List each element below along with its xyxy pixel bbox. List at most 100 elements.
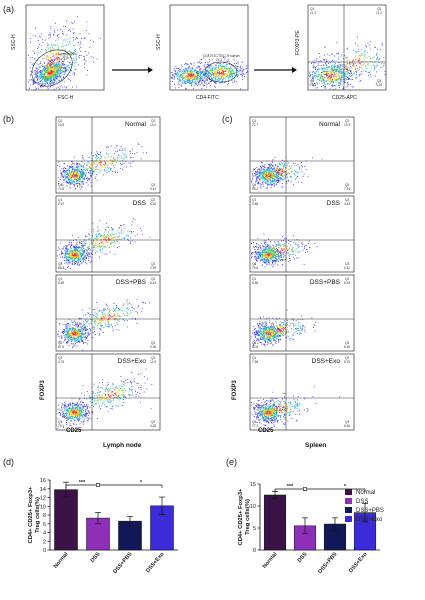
gating-plot-3: Q1 11.1 Q2 11.2 Q3 4.24 Q4 73.5 FOXP3-PE… (295, 4, 387, 101)
flow-plot-density (251, 309, 317, 347)
flow-plot-density (251, 233, 318, 268)
panel-label-d: (d) (3, 457, 14, 467)
panel-label-a: (a) (3, 4, 14, 14)
spleen-cd25-label: CD25 (258, 428, 274, 434)
category-label: DSS+PBS (112, 551, 133, 575)
lymphocyte-gate (31, 49, 73, 87)
q4-value: 79.6 (252, 266, 258, 270)
gating-plot-3-scatter (309, 36, 386, 90)
q4-label: Q4 (58, 183, 62, 187)
y-tick-label: 8 (43, 513, 46, 519)
q2-value: 4.43 (344, 202, 350, 206)
y-tick-label: 15 (250, 482, 256, 488)
panel-label-c: (c) (222, 114, 233, 124)
q2-label: Q2 (345, 356, 349, 360)
q2-label: Q2 (345, 198, 349, 202)
gating-plot-1-scatter (27, 15, 101, 90)
q3-label: Q3 (151, 341, 155, 345)
q3-label: Q3 (345, 262, 349, 266)
condition-label: Normal (125, 121, 147, 128)
q3-value: 7.24 (344, 187, 350, 191)
q2-label: Q2 (151, 277, 155, 281)
q1-value: 22.7 (252, 123, 258, 127)
y-axis-label-line2: Treg cells(%) (35, 497, 41, 533)
gate2-ylabel: SSC-H (156, 34, 162, 50)
q1-label: Q1 (58, 198, 62, 202)
condition-label: DSS+Exo (118, 358, 147, 365)
q2-label: Q2 (345, 119, 349, 123)
significance-label: *** (287, 484, 294, 490)
spleen-foxp3-label: FOXP3 (232, 380, 238, 400)
q1-label: Q1 (252, 356, 256, 360)
gate3-q3: Q3 (377, 79, 381, 83)
y-axis-label: CD4+ CD25+ Foxp3+ (238, 488, 244, 545)
flow-plot-density (57, 218, 151, 271)
q2-value: 14.0 (150, 123, 156, 127)
legend-label: DSS+Exo (356, 517, 383, 523)
q1-value: 10.8 (58, 123, 64, 127)
condition-label: DSS+PBS (310, 279, 341, 286)
q1-label: Q1 (252, 277, 256, 281)
y-tick-label: 0 (253, 548, 256, 554)
q2-value: 6.42 (150, 281, 156, 285)
lymph-cd25-label: CD25 (66, 428, 82, 434)
lymph-node-title: Lymph node (103, 442, 142, 449)
panel-label-b: (b) (3, 114, 14, 124)
significance-label: *** (79, 480, 86, 486)
q4-label: Q4 (58, 262, 62, 266)
gate3-q2-value: 11.2 (376, 11, 382, 15)
y-tick-label: 0 (43, 548, 46, 554)
q3-value: 2.99 (150, 266, 156, 270)
q4-label: Q4 (58, 341, 62, 345)
q1-label: Q1 (252, 119, 256, 123)
y-tick-label: 16 (40, 478, 46, 484)
category-label: Normal (262, 551, 279, 570)
condition-label: Normal (319, 121, 341, 128)
gate3-ylabel: FOXP3-PE (295, 30, 301, 55)
gate1-label: Lymphocytes (58, 52, 77, 56)
q3-label: Q3 (345, 183, 349, 187)
y-tick-label: 10 (40, 504, 46, 510)
q2-value: 8.75 (344, 360, 350, 364)
legend-swatch (345, 489, 352, 495)
cd4-gate (204, 61, 238, 83)
flow-plot-density (57, 142, 147, 190)
gate1-xlabel: FSC-H (58, 95, 74, 101)
q1-value: 4.76 (58, 360, 64, 364)
q2-value: 5.54 (344, 281, 350, 285)
q4-label: Q4 (252, 341, 256, 345)
q3-label: Q3 (151, 420, 155, 424)
y-tick-label: 4 (43, 531, 46, 537)
spleen-column: Q122.7Q210.9Q459.2Q37.24NormalQ19.86Q24.… (249, 116, 355, 431)
q4-label: Q4 (58, 420, 62, 424)
q1-value: 2.57 (58, 202, 64, 206)
category-label: DSS (297, 551, 309, 564)
q4-value: 88.3 (58, 266, 64, 270)
legend-label: Normal (356, 490, 375, 496)
q2-label: Q2 (151, 119, 155, 123)
gating-plot-2-scatter (171, 53, 248, 90)
category-label: DSS (90, 551, 102, 564)
y-tick-label: 12 (40, 496, 46, 502)
flow-plot-density (251, 386, 340, 430)
y-tick-label: 5 (253, 526, 256, 532)
y-tick-label: 14 (40, 487, 46, 493)
q3-value: 6.46 (344, 424, 350, 428)
bracket-node (96, 483, 100, 487)
gate3-q2: Q2 (377, 7, 381, 11)
q1-value: 9.86 (252, 202, 258, 206)
condition-label: DSS (327, 200, 341, 207)
category-label: DSS+Exo (348, 551, 369, 574)
q1-value: 5.38 (252, 281, 258, 285)
arrow-1-head (148, 67, 153, 73)
category-label: DSS+PBS (317, 551, 338, 575)
condition-label: DSS+Exo (312, 358, 341, 365)
q4-value: 77.2 (252, 424, 258, 428)
